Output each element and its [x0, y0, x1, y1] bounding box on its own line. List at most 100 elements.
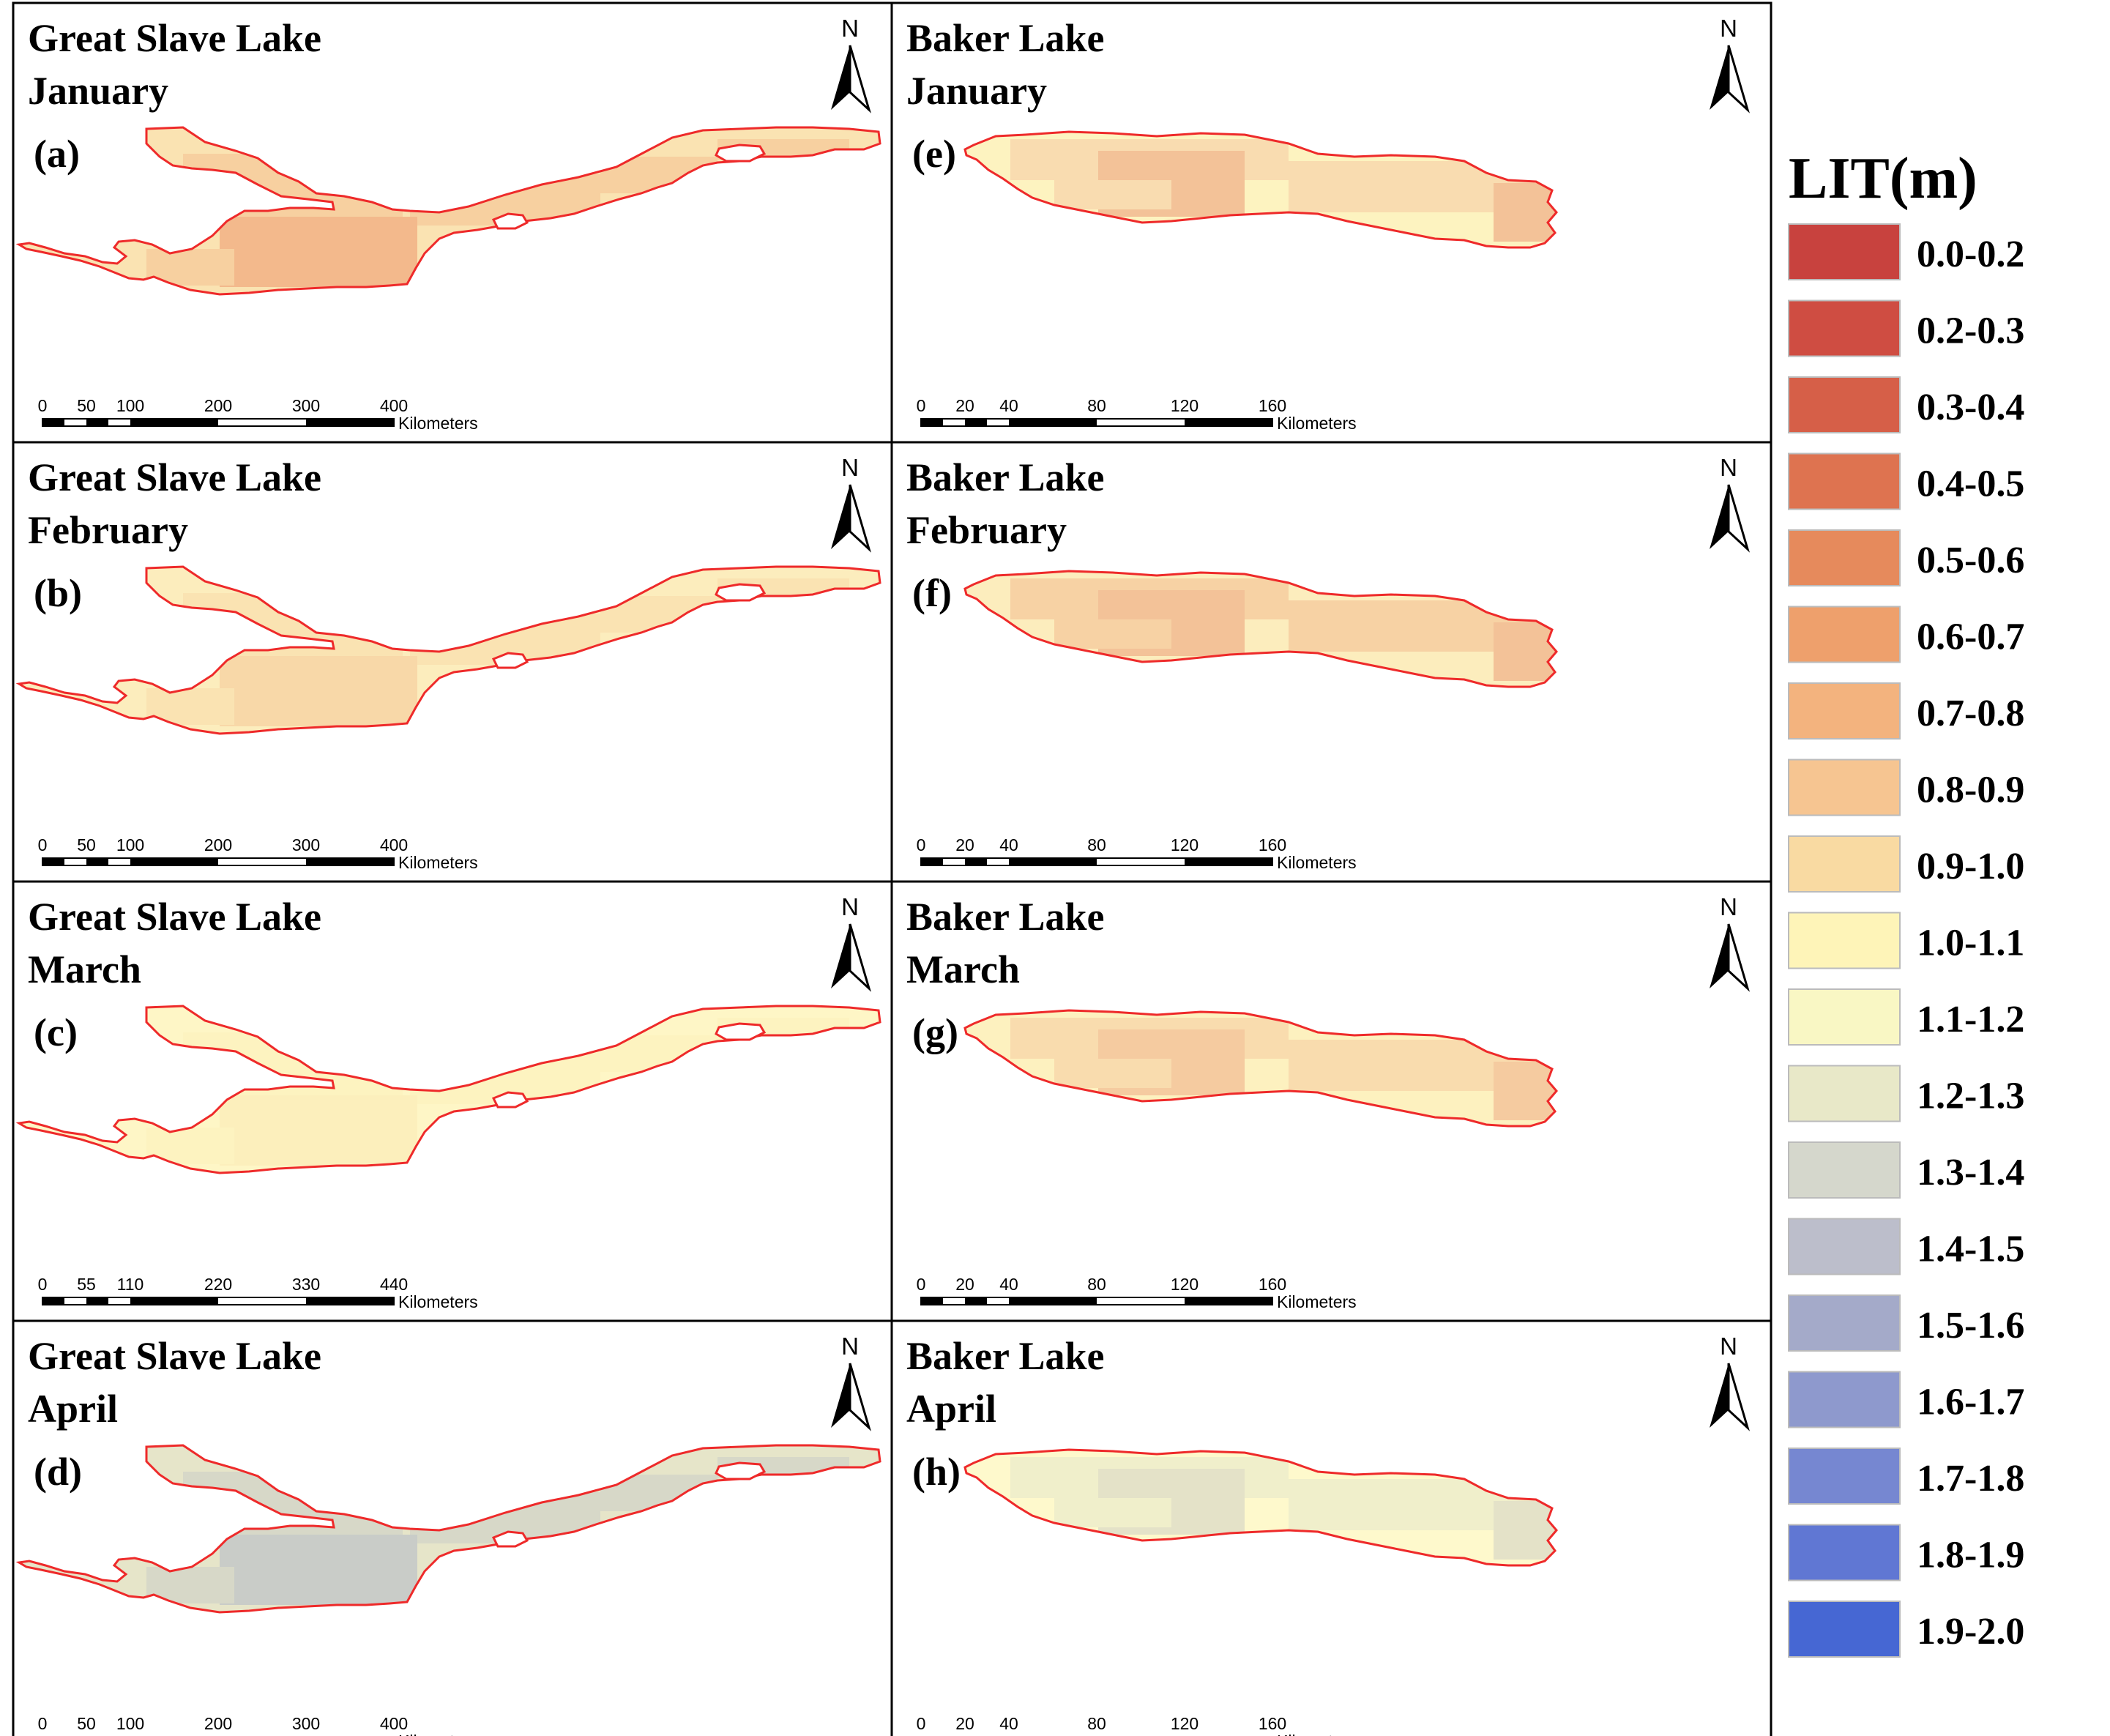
panel-month: February	[906, 508, 1067, 552]
scale-tick-label: 40	[999, 1275, 1018, 1294]
legend-label: 1.4-1.5	[1917, 1229, 2024, 1270]
map-panel-a: Great Slave Lake January (a) N 0 50 100 200 300 4…	[18, 15, 881, 433]
panel-lake-name: Baker Lake	[906, 1334, 1105, 1378]
scale-tick-label: 300	[292, 396, 320, 415]
north-arrow-right	[849, 923, 871, 992]
legend-item: 0.5-0.6	[1788, 529, 2024, 586]
scale-tick-label: 40	[999, 396, 1018, 415]
baker-lake-map	[963, 1009, 1558, 1128]
panel-lake-name: Great Slave Lake	[28, 455, 321, 499]
great-slave-lake-map	[18, 126, 881, 296]
scale-tick-label: 160	[1259, 396, 1286, 415]
legend-label: 0.0-0.2	[1917, 234, 2024, 275]
scale-tick-label: 55	[77, 1275, 96, 1294]
scale-unit-label: Kilometers	[398, 1732, 478, 1736]
legend-swatch	[1788, 452, 1901, 510]
legend-swatch	[1788, 1141, 1901, 1199]
panel-lake-name: Great Slave Lake	[28, 895, 321, 939]
north-arrow-left	[1710, 1363, 1729, 1428]
north-arrow-right	[1727, 484, 1750, 553]
ice-thickness-raster	[19, 1445, 880, 1612]
legend-label: 1.1-1.2	[1917, 999, 2024, 1040]
legend-label: 0.9-1.0	[1917, 846, 2024, 887]
north-arrow-icon: N	[1710, 1333, 1750, 1431]
north-arrow-left	[831, 45, 850, 110]
panel-frame	[12, 1, 1772, 1736]
scale-tick-label: 20	[955, 1275, 974, 1294]
north-label: N	[841, 1333, 859, 1360]
legend-item: 0.3-0.4	[1788, 376, 2024, 433]
panel-label: (b)	[34, 571, 82, 615]
map-panel-b: Great Slave Lake February (b) N 0 50 100 200 300…	[18, 454, 881, 872]
ice-thickness-raster	[19, 567, 880, 734]
legend-label: 0.2-0.3	[1917, 310, 2024, 352]
scale-tick-label: 20	[955, 396, 974, 415]
panel-month: April	[906, 1387, 996, 1431]
north-arrow-left	[831, 924, 850, 988]
panel-month: January	[906, 69, 1047, 113]
map-panel-e: Baker Lake January (e) N 0 20 40 80 120 160Kilome…	[906, 15, 1750, 433]
scale-tick-label: 20	[955, 1714, 974, 1733]
north-arrow-icon: N	[1710, 15, 1750, 113]
scale-tick-label: 40	[999, 835, 1018, 854]
legend-swatch	[1788, 1065, 1901, 1122]
scale-tick-label: 0	[38, 835, 48, 854]
scale-tick-label: 80	[1087, 835, 1106, 854]
scale-tick-label: 160	[1259, 835, 1286, 854]
scale-tick-label: 200	[204, 396, 232, 415]
ice-thickness-raster	[19, 1006, 880, 1173]
legend-item: 0.8-0.9	[1788, 759, 2024, 816]
panel-label: (h)	[912, 1450, 961, 1494]
scale-tick-label: 120	[1171, 396, 1198, 415]
scale-unit-label: Kilometers	[398, 853, 478, 872]
scale-tick-label: 0	[917, 835, 926, 854]
scale-tick-label: 330	[292, 1275, 320, 1294]
north-arrow-icon: N	[831, 15, 871, 113]
legend-label: 1.6-1.7	[1917, 1382, 2024, 1423]
panel-month: March	[28, 947, 141, 991]
legend: LIT(m) 0.0-0.2 0.2-0.3 0.3-0.4 0.4-0.5 0.5-0…	[1788, 146, 2024, 1658]
legend-swatch	[1788, 529, 1901, 586]
legend-item: 0.4-0.5	[1788, 452, 2024, 510]
north-arrow-left	[831, 485, 850, 549]
panel-label: (f)	[912, 571, 952, 615]
legend-label: 1.2-1.3	[1917, 1076, 2024, 1117]
north-arrow-right	[849, 1363, 871, 1431]
legend-label: 0.3-0.4	[1917, 387, 2024, 428]
north-arrow-icon: N	[1710, 454, 1750, 553]
scale-tick-label: 100	[116, 835, 144, 854]
north-arrow-right	[849, 45, 871, 113]
panel-lake-name: Baker Lake	[906, 16, 1105, 60]
legend-item: 0.6-0.7	[1788, 606, 2024, 663]
legend-item: 1.3-1.4	[1788, 1141, 2024, 1199]
legend-label: 1.9-2.0	[1917, 1611, 2024, 1653]
legend-item: 1.5-1.6	[1788, 1294, 2024, 1352]
legend-item: 1.6-1.7	[1788, 1371, 2024, 1428]
north-arrow-left	[1710, 485, 1729, 549]
baker-lake-map	[963, 1448, 1558, 1567]
north-arrow-left	[831, 1363, 850, 1428]
legend-swatch	[1788, 1524, 1901, 1582]
legend-swatch	[1788, 223, 1901, 280]
scale-tick-label: 0	[917, 1275, 926, 1294]
legend-item: 1.1-1.2	[1788, 988, 2024, 1046]
north-label: N	[841, 893, 859, 920]
scale-tick-label: 120	[1171, 835, 1198, 854]
legend-item: 0.0-0.2	[1788, 223, 2024, 280]
legend-item: 1.9-2.0	[1788, 1601, 2024, 1658]
legend-swatch	[1788, 912, 1901, 969]
north-label: N	[841, 454, 859, 481]
scale-unit-label: Kilometers	[1277, 853, 1357, 872]
scale-tick-label: 200	[204, 1714, 232, 1733]
north-label: N	[841, 15, 859, 42]
panel-month: March	[906, 947, 1020, 991]
scale-tick-label: 0	[917, 396, 926, 415]
legend-label: 0.8-0.9	[1917, 770, 2024, 811]
scale-tick-label: 20	[955, 835, 974, 854]
scale-tick-label: 440	[380, 1275, 408, 1294]
legend-swatch	[1788, 1218, 1901, 1275]
map-panel-d: Great Slave Lake April (d) N 0 50 100 200 300 400…	[18, 1333, 881, 1736]
north-label: N	[1720, 454, 1737, 481]
